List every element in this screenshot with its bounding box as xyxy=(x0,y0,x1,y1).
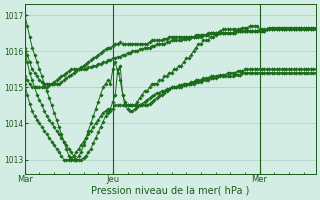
X-axis label: Pression niveau de la mer( hPa ): Pression niveau de la mer( hPa ) xyxy=(91,186,250,196)
